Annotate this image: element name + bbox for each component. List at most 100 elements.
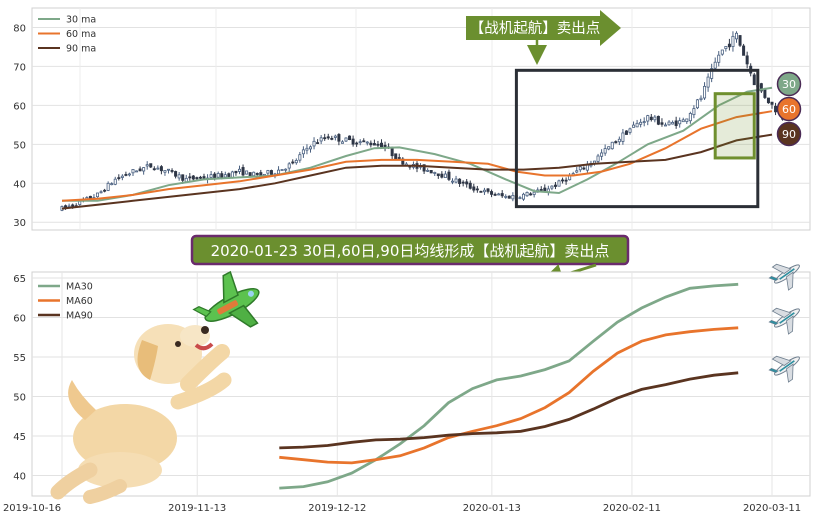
candle-body <box>202 176 206 179</box>
ma-x-tick-label: 2019-11-13 <box>168 503 226 514</box>
candle-body <box>450 180 455 183</box>
candle-body <box>227 173 231 177</box>
ma-lines <box>279 282 739 490</box>
price-panel: 30 40 50 60 70 80 30 60 90 30 ma 60 ma 90 ma <box>13 7 811 231</box>
legend-label: MA60 <box>66 296 93 307</box>
ma90-line <box>279 371 739 450</box>
candle-body <box>319 137 323 142</box>
candle-body <box>486 188 490 192</box>
candle-body <box>603 148 607 154</box>
candle-body <box>685 118 689 122</box>
ma-y-tick-label: 60 <box>13 314 26 325</box>
candle-body <box>280 169 284 171</box>
candle-body <box>365 141 369 144</box>
candle-body <box>287 163 291 169</box>
candle-body <box>770 101 774 105</box>
candle-body <box>468 182 472 189</box>
candle-body <box>521 193 526 200</box>
candle-body <box>333 135 337 138</box>
ma-x-tick-label: 2019-10-16 <box>3 503 61 514</box>
ma30-line <box>62 86 773 202</box>
candle-body <box>99 191 103 194</box>
candle-body <box>237 168 242 172</box>
candle-body <box>223 174 227 178</box>
candle-body <box>135 170 139 173</box>
ma-y-axis: 40 45 50 55 60 65 <box>13 274 26 483</box>
candle-body <box>348 135 352 141</box>
candle-body <box>443 173 447 178</box>
candle-body <box>482 189 486 193</box>
candle-body <box>291 161 295 164</box>
candle-body <box>440 173 444 178</box>
candle-body <box>688 113 692 122</box>
ma-x-axis: 2019-10-16 2019-11-13 2019-12-12 2020-01-13… <box>3 503 801 514</box>
toy-plane-illustration <box>192 270 260 328</box>
candle-body <box>131 169 135 174</box>
candle-body <box>493 193 497 196</box>
candle-body <box>124 174 128 176</box>
candle-body <box>752 74 756 86</box>
banner-arrow-shape <box>466 10 621 46</box>
airplane-stripe <box>779 312 795 324</box>
puppy-illustration <box>50 324 232 504</box>
airplane-wing <box>771 355 792 366</box>
price-y-tick-label: 30 <box>13 218 26 229</box>
puppy-hind-leg-2 <box>83 479 127 504</box>
ma-x-tick-label: 2020-01-13 <box>463 503 521 514</box>
candle-body <box>656 115 660 125</box>
candle-body <box>266 170 270 174</box>
candle-body <box>198 176 202 179</box>
candle-body <box>103 189 107 192</box>
puppy-hind-leg <box>50 462 98 500</box>
candle-body <box>490 191 494 195</box>
candle-body <box>738 35 742 46</box>
candle-body <box>642 121 646 123</box>
candle-body <box>479 190 483 193</box>
candle-body <box>351 138 355 145</box>
candle-body <box>433 172 437 174</box>
candle-body <box>330 137 334 140</box>
candle-body <box>575 170 579 173</box>
candle-body <box>248 172 252 177</box>
candle-body <box>372 143 376 146</box>
candle-body <box>209 174 213 178</box>
candle-body <box>188 176 192 179</box>
sell-zone-box <box>713 92 756 160</box>
candle-body <box>632 124 636 128</box>
candle-body <box>458 178 462 184</box>
candle-body <box>181 174 185 181</box>
price-grid <box>32 8 810 230</box>
ma-badge-label: 90 <box>782 128 796 141</box>
candle-body <box>447 171 451 180</box>
ma-x-tick-label: 2020-02-11 <box>603 503 661 514</box>
candle-body <box>713 61 717 69</box>
airplane-icon <box>768 263 800 291</box>
candle-body <box>504 195 508 198</box>
candle-body <box>649 116 653 121</box>
candle-body <box>624 130 628 135</box>
candle-body <box>429 170 433 174</box>
candle-body <box>614 141 618 144</box>
candle-body <box>742 45 746 56</box>
candle-body <box>539 189 543 191</box>
ma30-line <box>279 282 739 490</box>
airplane-wing <box>771 307 792 318</box>
candle-body <box>252 171 256 177</box>
candle-body <box>277 169 281 175</box>
candle-body <box>717 54 721 63</box>
candle-body <box>355 142 359 145</box>
candle-body <box>170 170 174 172</box>
candle-body <box>525 192 529 197</box>
candle-body <box>358 141 362 144</box>
candle-body <box>518 197 522 200</box>
price-y-tick-label: 70 <box>13 62 26 73</box>
candle-body <box>301 149 305 155</box>
candle-body <box>166 168 171 171</box>
candle-body <box>110 183 114 186</box>
ma-x-tick-label: 2019-12-12 <box>308 503 366 514</box>
airplane-wing <box>786 271 794 291</box>
candle-body <box>316 142 320 144</box>
candle-body <box>507 195 511 199</box>
annotation-boxes <box>514 68 760 209</box>
candle-body <box>553 184 557 187</box>
